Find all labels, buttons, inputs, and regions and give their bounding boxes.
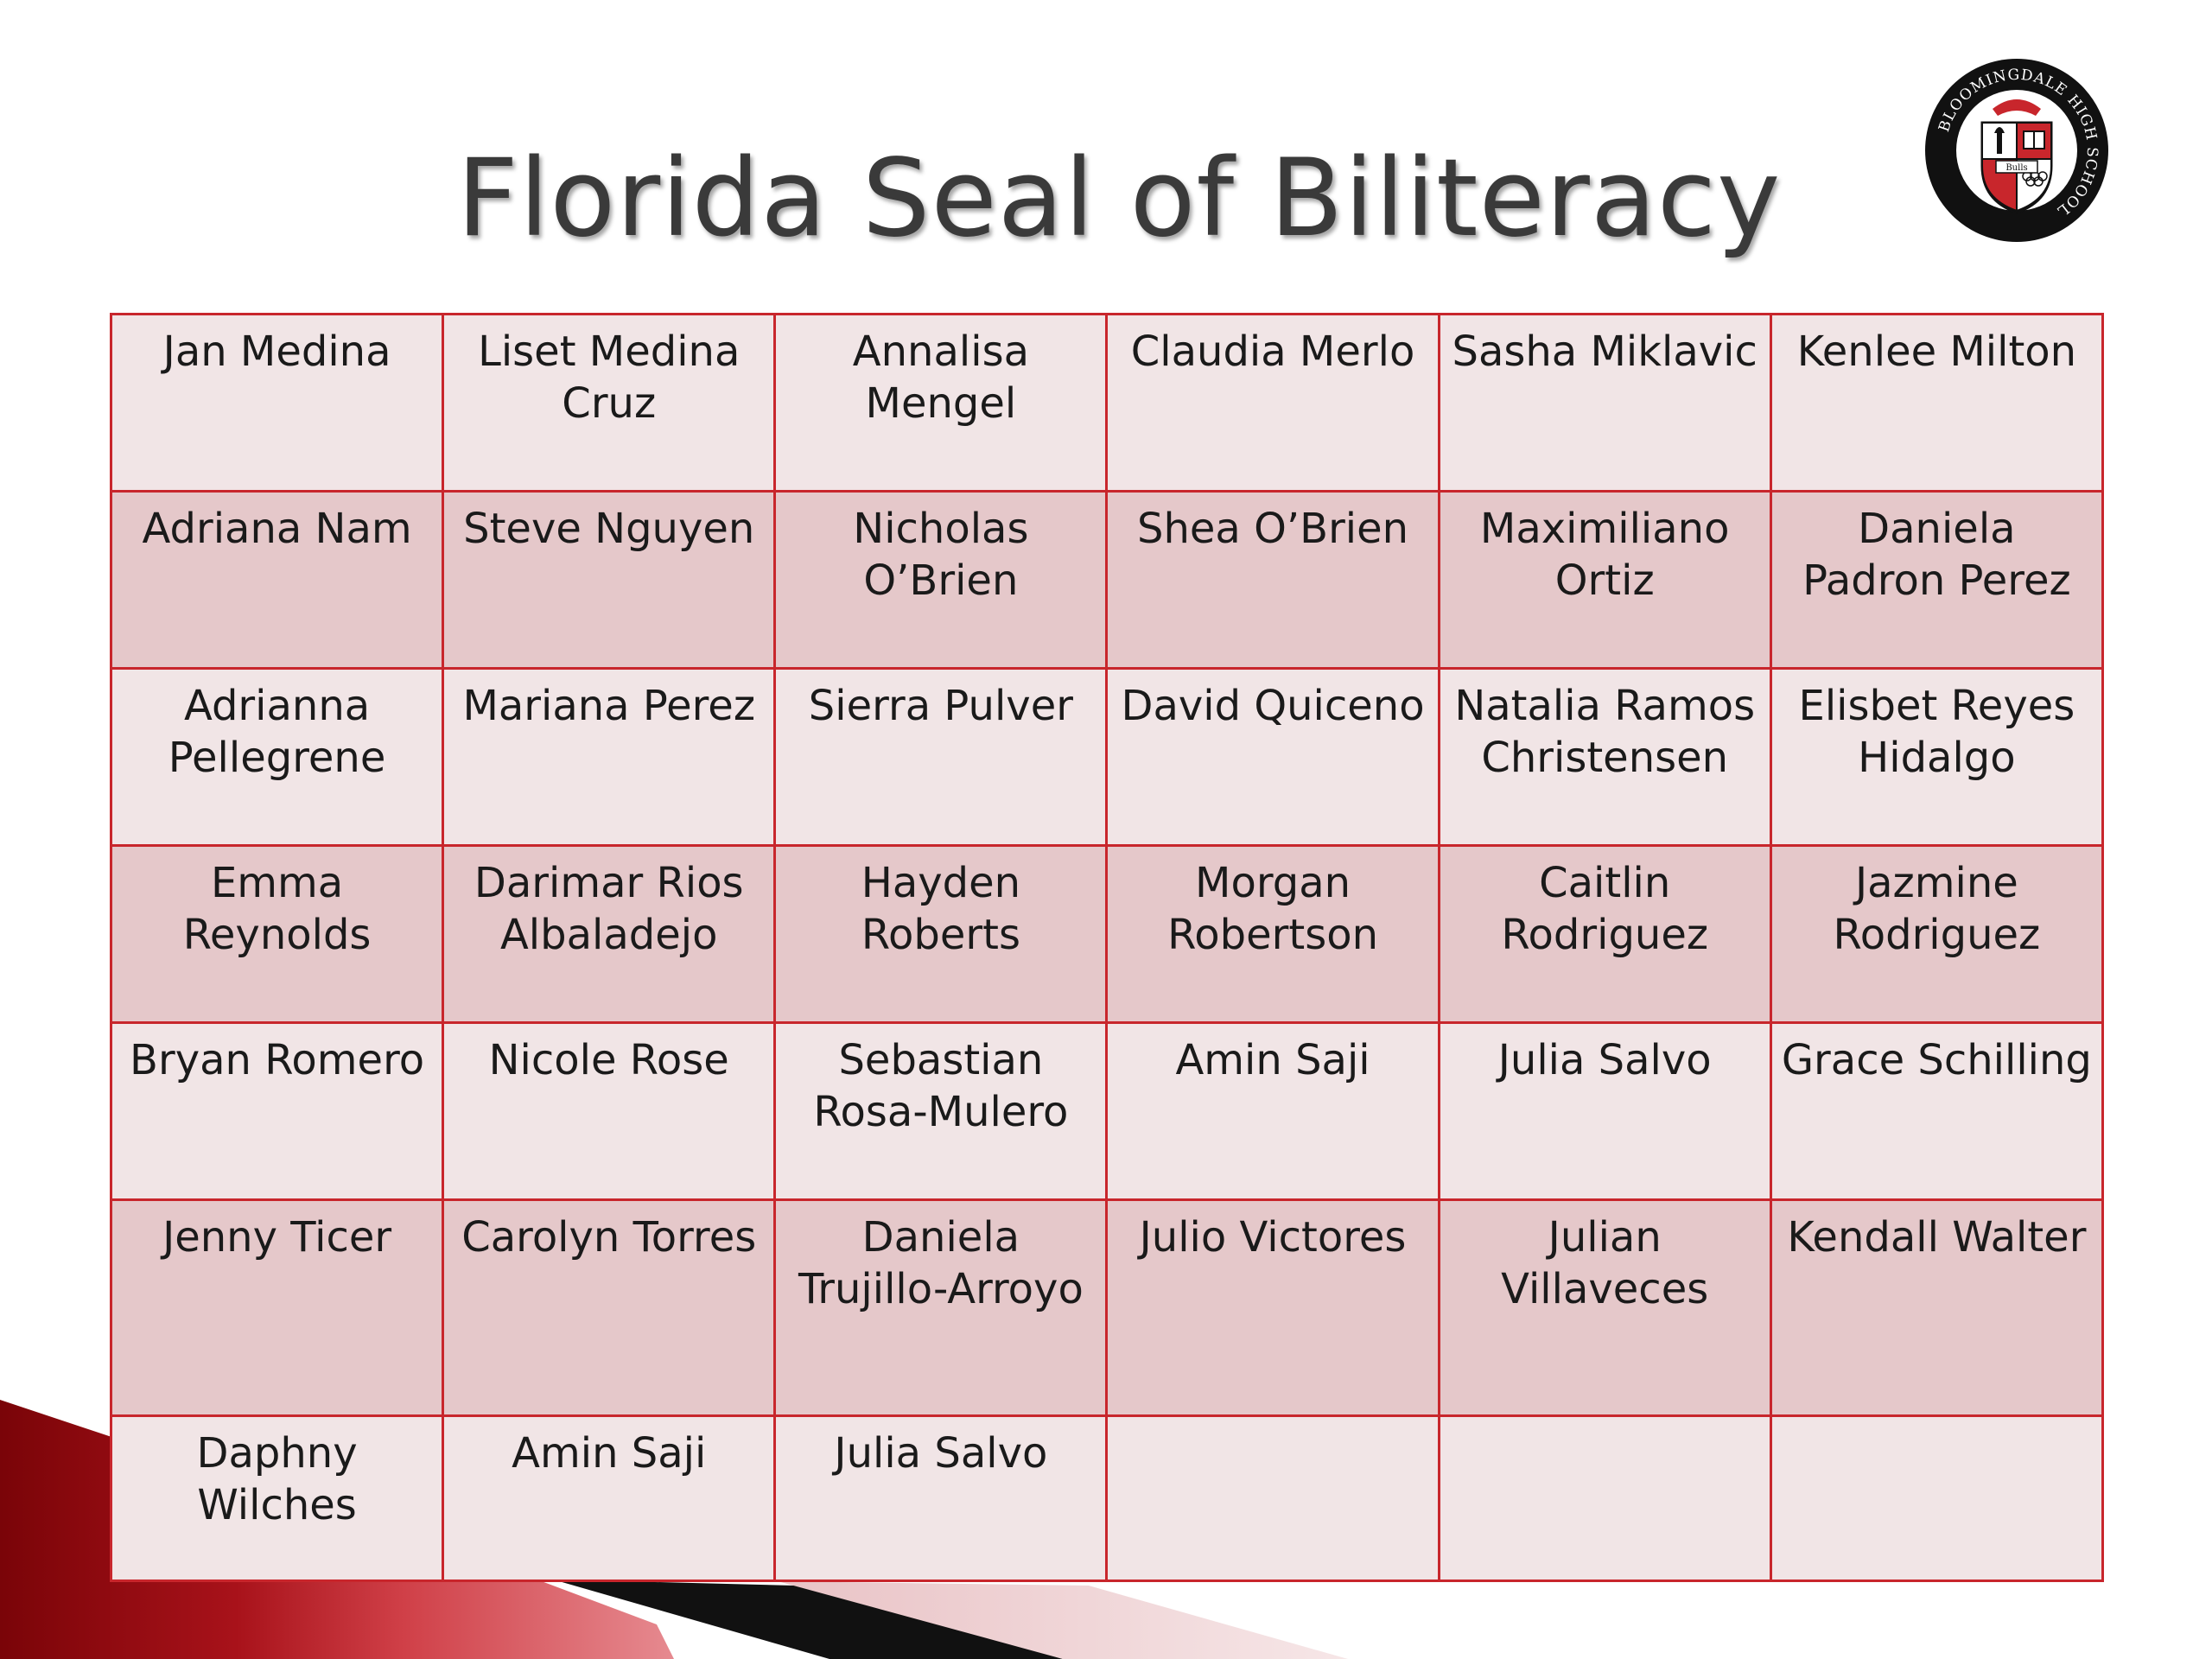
table-cell: Shea O’Brien: [1105, 490, 1440, 670]
table-row: Adrianna Pellegrene Mariana Perez Sierra…: [109, 667, 2105, 847]
table-cell: Sierra Pulver: [773, 667, 1109, 847]
table-cell: Daniela Padron Perez: [1769, 490, 2105, 670]
table-cell: Adrianna Pellegrene: [109, 667, 445, 847]
table-cell: Elisbet Reyes Hidalgo: [1769, 667, 2105, 847]
table-cell: Jenny Ticer: [109, 1198, 445, 1417]
table-cell: Sasha Miklavic: [1437, 313, 1772, 493]
table-cell: Steve Nguyen: [442, 490, 777, 670]
seal-motto: Bulls: [2005, 163, 2027, 173]
table-cell: Mariana Perez: [442, 667, 777, 847]
torch-icon: [1994, 127, 2005, 154]
swoosh-black: [553, 1580, 1063, 1659]
table-cell: [1105, 1414, 1440, 1582]
table-cell: Daphny Wilches: [109, 1414, 445, 1582]
school-seal: BLOOMINGDALE HIGH SCHOOL Bulls: [1925, 59, 2108, 242]
table-cell: Darimar Rios Albaladejo: [442, 844, 777, 1024]
table-cell: [1769, 1414, 2105, 1582]
table-cell: Emma Reynolds: [109, 844, 445, 1024]
table-cell: Caitlin Rodriguez: [1437, 844, 1772, 1024]
table-cell: Julian Villaveces: [1437, 1198, 1772, 1417]
table-row: Bryan Romero Nicole Rose Sebastian Rosa-…: [109, 1021, 2105, 1201]
table-cell: Bryan Romero: [109, 1021, 445, 1201]
table-cell: Nicholas O’Brien: [773, 490, 1109, 670]
table-cell: Natalia Ramos Christensen: [1437, 667, 1772, 847]
table-cell: [1437, 1414, 1772, 1582]
table-cell: Julia Salvo: [1437, 1021, 1772, 1201]
table-cell: Amin Saji: [1105, 1021, 1440, 1201]
table-cell: Grace Schilling: [1769, 1021, 2105, 1201]
table-cell: Maximiliano Ortiz: [1437, 490, 1772, 670]
swoosh-pink: [778, 1581, 1348, 1659]
table-cell: Liset Medina Cruz: [442, 313, 777, 493]
table-row: Jenny Ticer Carolyn Torres Daniela Truji…: [109, 1198, 2105, 1417]
table-cell: Sebastian Rosa-Mulero: [773, 1021, 1109, 1201]
book-icon: [2023, 130, 2045, 149]
table-cell: Hayden Roberts: [773, 844, 1109, 1024]
table-cell: Julio Victores: [1105, 1198, 1440, 1417]
bull-icon: [1993, 99, 2041, 116]
page-title: Florida Seal of Biliteracy: [456, 137, 1782, 261]
table-cell: Claudia Merlo: [1105, 313, 1440, 493]
table-cell: Kenlee Milton: [1769, 313, 2105, 493]
table-cell: Adriana Nam: [109, 490, 445, 670]
table-cell: Jazmine Rodriguez: [1769, 844, 2105, 1024]
table-cell: Jan Medina: [109, 313, 445, 493]
table-row: Daphny Wilches Amin Saji Julia Salvo: [109, 1414, 2105, 1582]
table-row: Adriana Nam Steve Nguyen Nicholas O’Brie…: [109, 490, 2105, 670]
biliteracy-roster-table: Jan Medina Liset Medina Cruz Annalisa Me…: [109, 313, 2105, 1582]
table-row: Jan Medina Liset Medina Cruz Annalisa Me…: [109, 313, 2105, 493]
table-cell: Daniela Trujillo-Arroyo: [773, 1198, 1109, 1417]
table-cell: Nicole Rose: [442, 1021, 777, 1201]
table-cell: Annalisa Mengel: [773, 313, 1109, 493]
table-cell: Kendall Walter: [1769, 1198, 2105, 1417]
table-cell: Carolyn Torres: [442, 1198, 777, 1417]
table-cell: Julia Salvo: [773, 1414, 1109, 1582]
table-cell: David Quiceno: [1105, 667, 1440, 847]
table-row: Emma Reynolds Darimar Rios Albaladejo Ha…: [109, 844, 2105, 1024]
table-cell: Morgan Robertson: [1105, 844, 1440, 1024]
table-cell: Amin Saji: [442, 1414, 777, 1582]
